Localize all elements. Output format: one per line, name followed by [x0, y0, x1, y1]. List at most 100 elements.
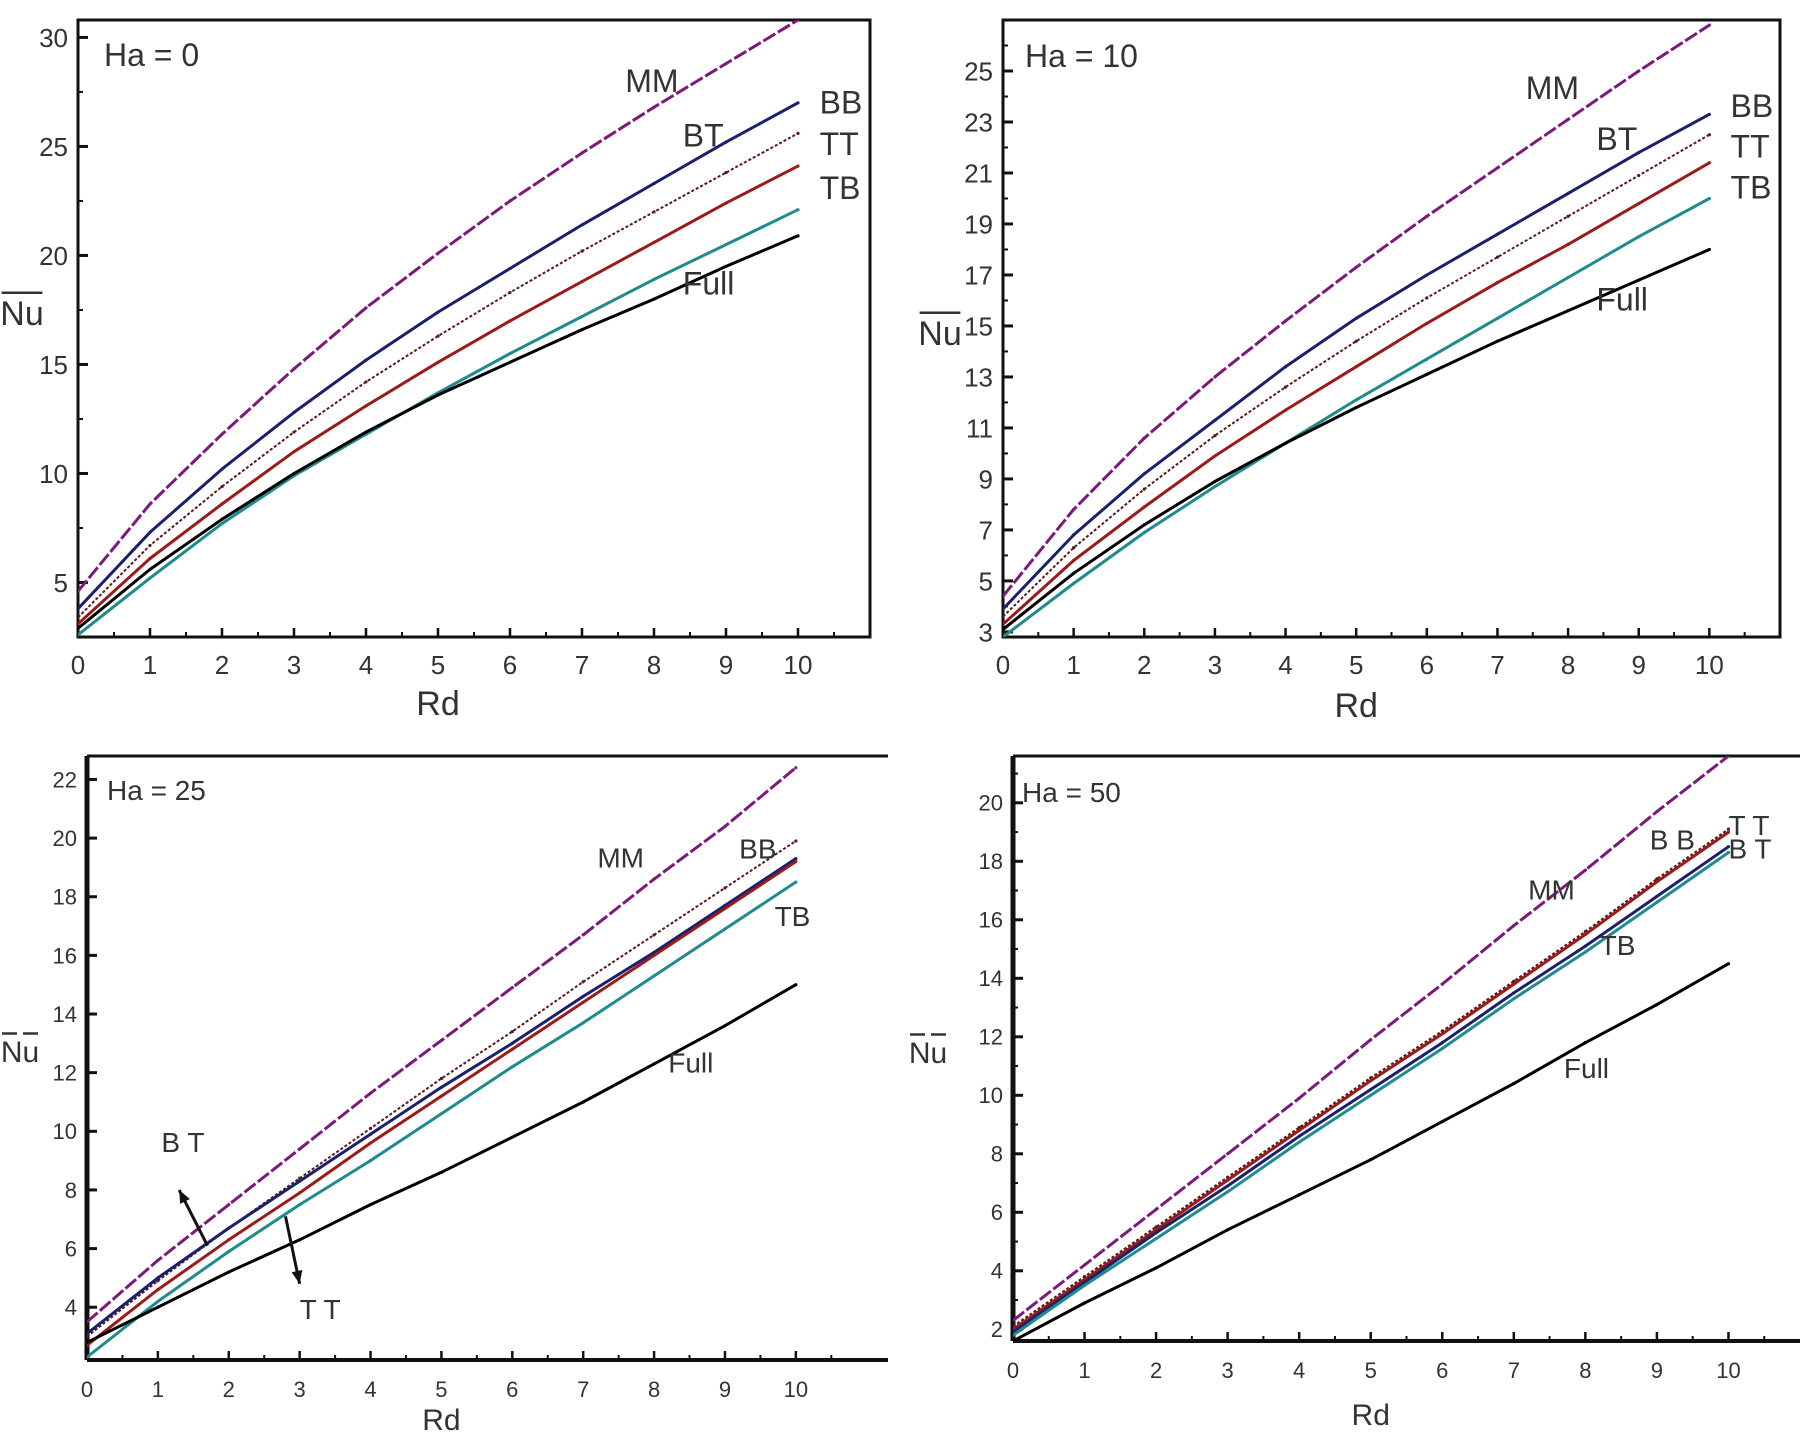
data-point-bb: [508, 290, 512, 295]
curve-label: MM: [1526, 70, 1579, 106]
data-point-tt: [227, 1238, 231, 1242]
data-point-full: [148, 567, 152, 572]
data-point-full: [436, 393, 440, 397]
curve-label: TB: [820, 170, 861, 206]
curve-label: MM: [1528, 874, 1575, 905]
data-point-mm: [1003, 594, 1005, 598]
data-point-tt: [1213, 454, 1217, 458]
data-point-tt: [796, 164, 800, 168]
y-tick-label: 9: [979, 464, 993, 494]
data-point-bb: [1003, 615, 1005, 619]
data-point-bb: [1072, 546, 1076, 550]
data-point-bb: [368, 1126, 373, 1130]
data-point-bt: [796, 101, 800, 105]
curve-label: BB: [820, 85, 863, 121]
data-point-bt: [292, 410, 296, 415]
data-point-full: [1512, 1082, 1516, 1086]
data-point-tb: [723, 927, 727, 931]
data-point-tb: [1213, 484, 1217, 489]
data-point-full: [87, 1340, 89, 1345]
data-point-bt: [1707, 112, 1711, 116]
data-point-tb: [1655, 900, 1659, 904]
data-point-tb: [508, 351, 512, 356]
x-axis-title: Rd: [416, 685, 459, 723]
data-point-tb: [1583, 950, 1587, 954]
data-point-tt: [436, 360, 440, 364]
y-tick-label: 20: [39, 241, 68, 271]
curve-label: B T: [1728, 833, 1771, 864]
data-point-mm: [1283, 319, 1288, 323]
curve-label: Full: [1564, 1053, 1609, 1084]
data-point-bt: [1495, 232, 1500, 236]
data-point-bb: [1495, 255, 1500, 259]
series-line-bb: [1003, 133, 1710, 618]
x-tick-label: 0: [996, 650, 1010, 680]
y-axis-title: Nu: [0, 295, 43, 333]
data-point-bt: [368, 1132, 373, 1136]
data-point-tt: [1283, 408, 1288, 412]
data-point-tb: [156, 1299, 160, 1303]
y-tick-label: 20: [979, 791, 1003, 816]
data-point-bb: [652, 210, 656, 214]
x-tick-label: 7: [1490, 650, 1504, 680]
data-point-bt: [1440, 1041, 1444, 1045]
data-point-mm: [1154, 1207, 1158, 1211]
data-point-tb: [1354, 398, 1358, 402]
data-point-full: [1707, 247, 1711, 252]
data-point-tt: [581, 1000, 585, 1004]
curve-label: TT: [820, 126, 859, 162]
data-point-bb: [652, 933, 656, 937]
panel-title: Ha = 0: [104, 37, 199, 73]
data-point-bt: [1283, 365, 1288, 369]
data-point-full: [220, 517, 224, 521]
data-point-tb: [652, 277, 656, 282]
data-point-bb: [724, 171, 728, 175]
data-point-tt: [1003, 622, 1005, 626]
x-tick-label: 1: [1066, 650, 1080, 680]
data-point-tb: [1566, 275, 1570, 280]
data-point-mm: [436, 251, 440, 255]
x-tick-label: 9: [719, 650, 733, 680]
data-point-bb: [220, 484, 224, 489]
data-point-mm: [723, 824, 727, 828]
y-axis-title: Nu: [918, 315, 961, 353]
curve-label: Full: [668, 1048, 713, 1079]
series-group: [78, 20, 800, 637]
data-point-full: [1655, 1003, 1659, 1007]
y-axis-title: Nu: [1, 1036, 39, 1069]
data-point-bb: [1354, 339, 1358, 343]
x-tick-label: 7: [577, 1377, 589, 1402]
data-point-mm: [580, 151, 584, 155]
data-point-tt: [368, 1141, 373, 1145]
data-point-bb: [87, 1334, 89, 1339]
data-point-bt: [1003, 607, 1005, 611]
data-point-full: [1637, 278, 1641, 282]
data-point-bt: [220, 467, 224, 471]
data-point-tb: [510, 1065, 514, 1069]
data-point-tt: [292, 450, 296, 454]
data-point-tb: [87, 1355, 89, 1359]
data-point-tt: [1072, 558, 1076, 563]
data-point-bb: [1425, 296, 1429, 300]
data-point-bt: [436, 310, 440, 314]
y-tick-label: 11: [966, 413, 993, 443]
curve-label: TT: [1731, 129, 1770, 165]
data-point-bt: [580, 223, 584, 227]
data-point-tt: [1142, 505, 1146, 509]
data-point-tb: [78, 633, 80, 637]
x-tick-label: 0: [71, 650, 85, 680]
series-group: [1003, 23, 1711, 637]
series-line-tb: [87, 880, 797, 1359]
y-tick-label: 5: [54, 568, 68, 598]
data-point-tt: [220, 502, 224, 506]
data-point-mm: [1226, 1152, 1230, 1156]
x-tick-label: 2: [223, 1377, 235, 1402]
y-tick-label: 13: [964, 362, 993, 392]
data-point-tb: [227, 1249, 231, 1254]
data-point-tb: [1072, 581, 1076, 586]
data-point-full: [724, 264, 728, 268]
arrow-head: [291, 1270, 303, 1284]
